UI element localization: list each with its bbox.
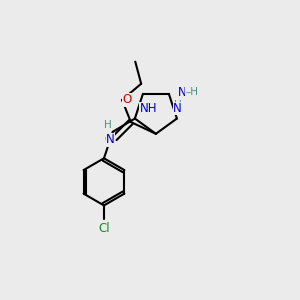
Text: N: N (106, 133, 114, 146)
Text: H: H (174, 100, 182, 110)
Text: –H: –H (185, 87, 198, 98)
Text: O: O (105, 133, 114, 146)
Text: H: H (103, 120, 111, 130)
Text: N: N (173, 102, 182, 115)
Text: Cl: Cl (98, 222, 110, 235)
Text: O: O (123, 93, 132, 106)
Text: N: N (178, 86, 187, 99)
Text: NH: NH (140, 102, 157, 115)
